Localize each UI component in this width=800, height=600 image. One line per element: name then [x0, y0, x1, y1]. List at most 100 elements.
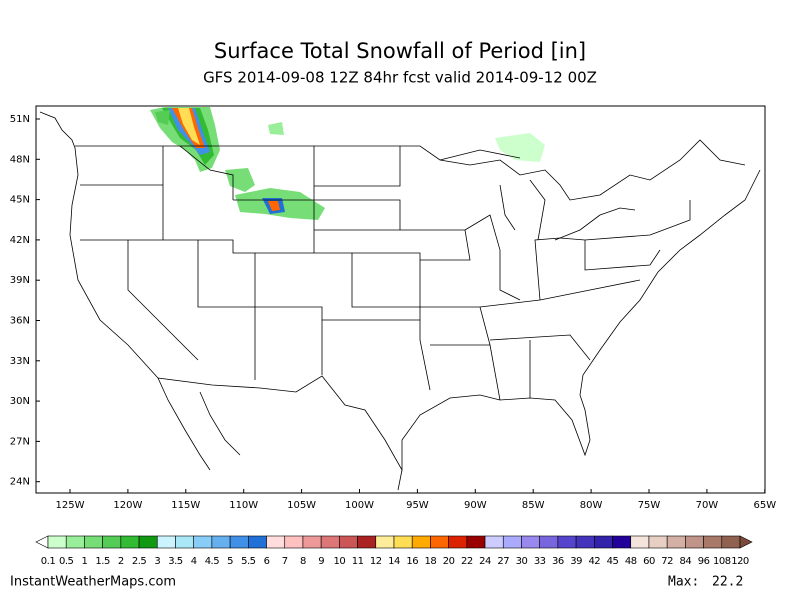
lon-label: 120W	[113, 500, 142, 511]
colorbar-segment	[466, 535, 486, 549]
colorbar-label: 48	[625, 556, 637, 567]
colorbar-label: 20	[443, 556, 455, 567]
lat-label: 27N	[10, 436, 30, 447]
colorbar-label: 84	[680, 556, 692, 567]
lat-label: 48N	[10, 154, 30, 165]
colorbar-label: 11	[352, 556, 364, 567]
colorbar-segment	[47, 535, 67, 549]
colorbar-label: 7	[282, 556, 288, 567]
colorbar-segment	[339, 535, 358, 549]
map-frame	[35, 105, 766, 494]
colorbar-segment	[193, 535, 213, 549]
colorbar-label: 72	[661, 556, 673, 567]
colorbar-segment	[156, 535, 176, 549]
colorbar-label: 96	[698, 556, 710, 567]
colorbar-label: 24	[479, 556, 491, 567]
colorbar-segment	[612, 535, 632, 549]
snow-area	[155, 110, 170, 125]
colorbar-label: 33	[534, 556, 546, 567]
colorbar-segment	[703, 535, 723, 549]
colorbar-label: 42	[588, 556, 600, 567]
colorbar-segment	[557, 535, 577, 549]
lon-label: 75W	[638, 500, 661, 511]
colorbar-segment	[721, 535, 741, 549]
colorbar-segment	[393, 535, 413, 549]
snow-area	[268, 122, 284, 135]
colorbar-label: 30	[516, 556, 528, 567]
colorbar-label: 5	[227, 556, 233, 567]
lon-label: 110W	[229, 500, 258, 511]
colorbar-label: 18	[425, 556, 437, 567]
colorbar-end	[739, 535, 753, 549]
colorbar-label: 2.5	[132, 556, 147, 567]
snow-area	[495, 133, 545, 162]
mexico-coast	[397, 469, 403, 491]
lat-label: 36N	[10, 316, 30, 327]
colorbar-segment	[302, 535, 322, 549]
max-label: Max:	[668, 575, 699, 590]
colorbar-label: 1	[81, 556, 87, 567]
snow-area	[225, 168, 255, 192]
colorbar-segment	[685, 535, 704, 549]
axes: 51N 48N 45N 42N 39N 36N 33N 30N 27N 24N 125W 120W 11…	[10, 114, 776, 511]
colorbar-segment	[229, 535, 249, 549]
snow-area	[178, 108, 200, 145]
coastline	[39, 111, 761, 472]
colorbar-segment	[594, 535, 613, 549]
colorbar-segment	[448, 535, 468, 549]
colorbar-segment	[375, 535, 395, 549]
lon-label: 95W	[406, 500, 429, 511]
colorbar-label: 120	[731, 556, 749, 567]
colorbar-label: 0.5	[59, 556, 74, 567]
colorbar-label: 8	[300, 556, 306, 567]
great-lakes	[439, 149, 636, 241]
lon-label: 65W	[753, 500, 776, 511]
subtitle: GFS 2014-09-08 12Z 84hr fcst valid 2014-…	[203, 69, 597, 87]
map	[35, 105, 766, 494]
colorbar-segment	[266, 535, 286, 549]
colorbar-label: 2	[118, 556, 124, 567]
colorbar-segment	[484, 535, 504, 549]
colorbar-segment	[211, 535, 231, 549]
lon-label: 85W	[522, 500, 545, 511]
source: InstantWeatherMaps.com	[10, 575, 176, 590]
lon-label: 100W	[345, 500, 374, 511]
colorbar-label: 45	[607, 556, 619, 567]
lat-label: 42N	[10, 235, 30, 246]
colorbar-segment	[175, 535, 194, 549]
lat-label: 39N	[10, 275, 30, 286]
lon-label: 70W	[696, 500, 719, 511]
lat-label: 51N	[10, 114, 30, 125]
colorbar-segment	[248, 535, 267, 549]
colorbar-label: 1.5	[95, 556, 110, 567]
colorbar-segment	[630, 535, 650, 549]
colorbar-label: 4	[191, 556, 197, 567]
colorbar-label: 3	[154, 556, 160, 567]
colorbar-label: 3.5	[168, 556, 183, 567]
colorbar-segment	[284, 535, 304, 549]
lat-label: 45N	[10, 195, 30, 206]
colorbar-label: 16	[406, 556, 418, 567]
colorbar-label: 9	[318, 556, 324, 567]
baja-coast	[157, 377, 241, 471]
colorbar-segment	[666, 535, 686, 549]
colorbar-segment	[65, 535, 85, 549]
colorbar-segment	[430, 535, 449, 549]
colorbar-label: 6	[264, 556, 270, 567]
snow-area	[268, 201, 280, 211]
colorbar-label: 60	[643, 556, 655, 567]
title: Surface Total Snowfall of Period [in]	[214, 39, 586, 63]
colorbar-label: 36	[552, 556, 564, 567]
colorbar-segment	[521, 535, 540, 549]
colorbar-segment	[320, 535, 340, 549]
borders	[75, 139, 746, 201]
colorbar-segment	[120, 535, 140, 549]
colorbar-segment	[138, 535, 158, 549]
colorbar-label: 27	[497, 556, 509, 567]
colorbar-segment	[102, 535, 122, 549]
colorbar: 0.1 0.5 1 1.5 2 2.5 3 3.5 4 4.5 5 5.5 6 7 8 9 10 11 12 14 16…	[35, 535, 753, 567]
colorbar-label: 4.5	[205, 556, 220, 567]
colorbar-label: 0.1	[41, 556, 56, 567]
colorbar-segment	[648, 535, 668, 549]
